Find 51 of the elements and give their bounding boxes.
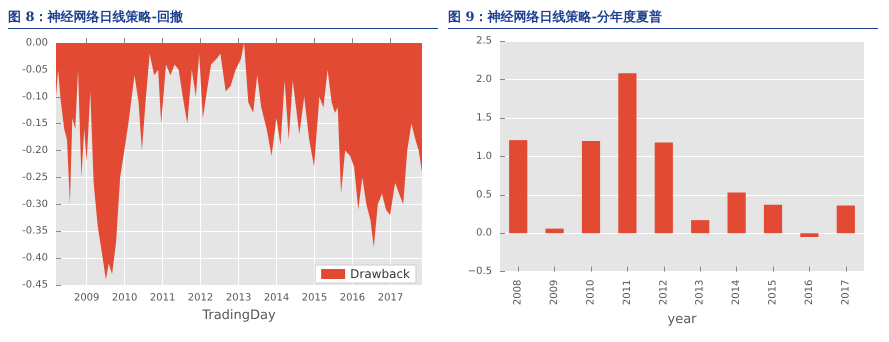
- bar: [691, 220, 710, 234]
- y-tick-label: -0.30: [22, 198, 48, 210]
- x-tick-label: 2011: [622, 280, 633, 306]
- y-tick-label: -0.35: [22, 226, 48, 237]
- y-tick-label: 2.0: [476, 74, 492, 85]
- y-tick-label: 0.00: [26, 38, 48, 48]
- x-axis-title: year: [667, 312, 698, 327]
- x-tick-label: 2015: [302, 292, 328, 304]
- y-tick-label: −0.5: [468, 266, 492, 278]
- bar: [728, 192, 746, 234]
- y-tick-label: 2.5: [476, 36, 492, 46]
- chart-title: 图 9：神经网络日线策略-分年度夏普: [448, 8, 878, 29]
- x-tick-label: 2013: [226, 292, 252, 304]
- x-tick-label: 2016: [804, 280, 815, 306]
- y-tick-label: -0.25: [22, 172, 48, 183]
- y-tick-label: -0.45: [22, 280, 48, 290]
- x-tick-label: 2009: [549, 280, 560, 306]
- x-tick-label: 2017: [840, 280, 852, 306]
- chart-title: 图 8：神经网络日线策略-回撤: [8, 8, 438, 29]
- x-tick-label: 2010: [112, 292, 138, 304]
- x-axis-title: TradingDay: [201, 308, 276, 323]
- y-tick-label: -0.15: [22, 118, 48, 130]
- x-tick-label: 2014: [731, 280, 742, 306]
- y-tick-label: -0.40: [22, 252, 48, 264]
- x-tick-label: 2012: [188, 292, 214, 304]
- bar: [764, 204, 782, 234]
- y-tick-label: 1.5: [476, 112, 492, 124]
- y-tick-label: -0.20: [22, 145, 48, 156]
- bar: [836, 206, 855, 234]
- x-tick-label: 2014: [264, 292, 290, 304]
- x-tick-label: 2013: [694, 280, 706, 306]
- bar: [546, 228, 564, 234]
- x-tick-label: 2016: [340, 292, 366, 304]
- legend-label: Drawback: [350, 267, 410, 281]
- y-tick-label: 1.0: [476, 150, 492, 162]
- x-tick-label: 2008: [512, 280, 524, 306]
- y-tick-label: -0.10: [22, 91, 48, 102]
- y-tick-label: -0.05: [22, 64, 48, 76]
- bar: [509, 140, 528, 234]
- x-tick-label: 2012: [658, 280, 670, 306]
- bar: [654, 142, 673, 234]
- bar: [800, 233, 818, 238]
- y-tick-label: 0.0: [476, 228, 492, 239]
- x-tick-label: 2010: [586, 280, 596, 306]
- bar: [618, 73, 636, 234]
- x-tick-label: 2009: [74, 292, 100, 304]
- bar: [582, 140, 600, 234]
- y-tick-label: 0.5: [476, 189, 492, 200]
- x-tick-label: 2011: [150, 292, 176, 304]
- x-tick-label: 2015: [768, 280, 778, 306]
- x-tick-label: 2017: [378, 292, 404, 304]
